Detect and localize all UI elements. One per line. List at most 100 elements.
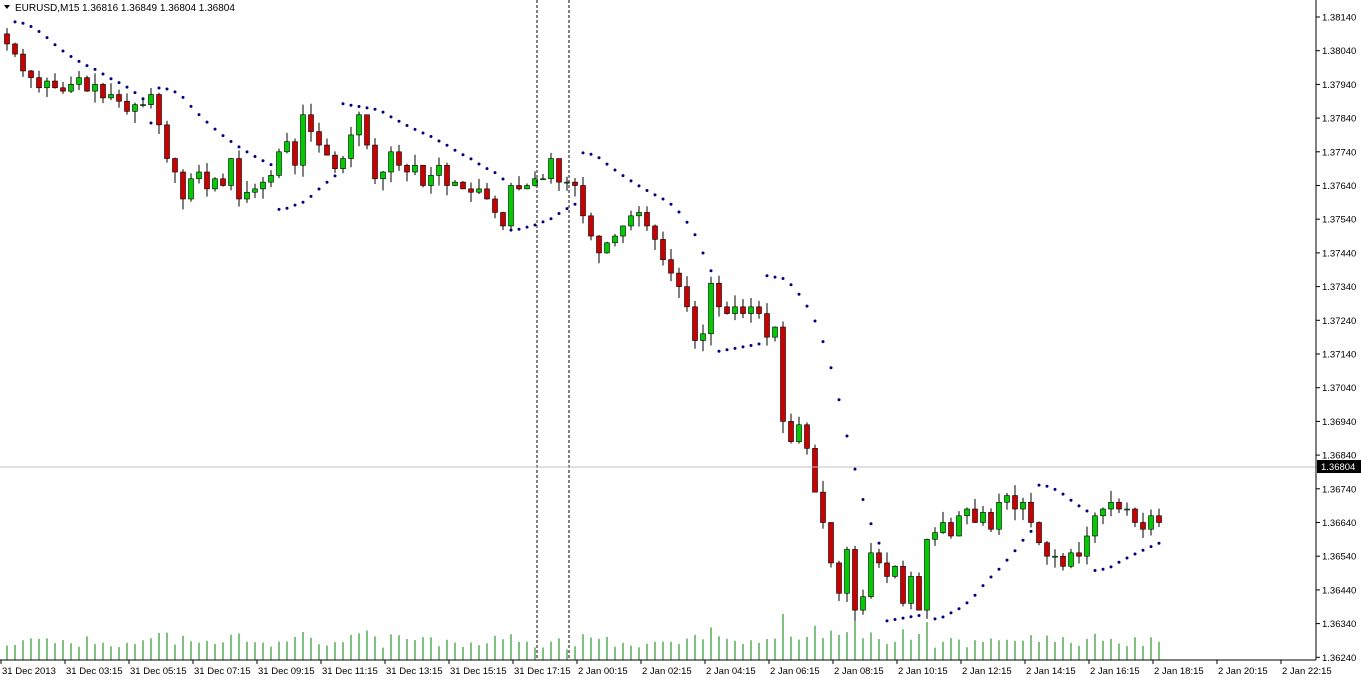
- candle[interactable]: [380, 170, 386, 191]
- candle[interactable]: [716, 275, 722, 317]
- candle[interactable]: [324, 138, 330, 156]
- collapse-triangle-icon[interactable]: [4, 5, 10, 9]
- candle[interactable]: [140, 99, 146, 108]
- candle[interactable]: [828, 522, 834, 568]
- candle[interactable]: [1108, 490, 1114, 517]
- candle[interactable]: [524, 183, 530, 190]
- candle[interactable]: [348, 126, 354, 168]
- candle[interactable]: [92, 73, 98, 103]
- candle[interactable]: [1116, 498, 1122, 513]
- candle[interactable]: [748, 297, 754, 323]
- candle[interactable]: [1044, 541, 1050, 565]
- candle[interactable]: [1036, 521, 1042, 546]
- candle[interactable]: [588, 212, 594, 241]
- candle[interactable]: [964, 507, 970, 525]
- candle[interactable]: [116, 89, 122, 108]
- candle[interactable]: [516, 176, 522, 191]
- candle[interactable]: [468, 182, 474, 203]
- candle[interactable]: [708, 276, 714, 346]
- candle[interactable]: [1068, 549, 1074, 569]
- candle[interactable]: [452, 180, 458, 186]
- candle[interactable]: [444, 162, 450, 196]
- candle[interactable]: [844, 546, 850, 602]
- candle[interactable]: [572, 178, 578, 197]
- candle[interactable]: [492, 195, 498, 219]
- candle[interactable]: [188, 173, 194, 202]
- candle[interactable]: [804, 422, 810, 455]
- candle[interactable]: [740, 299, 746, 319]
- candle[interactable]: [852, 545, 858, 621]
- candle[interactable]: [356, 111, 362, 147]
- candle[interactable]: [76, 71, 82, 91]
- candle[interactable]: [972, 498, 978, 523]
- candle[interactable]: [44, 77, 50, 97]
- candle[interactable]: [788, 413, 794, 444]
- candle[interactable]: [700, 324, 706, 352]
- candle[interactable]: [284, 132, 290, 154]
- candle[interactable]: [508, 182, 514, 230]
- candle[interactable]: [780, 321, 786, 434]
- candle[interactable]: [132, 102, 138, 123]
- candle[interactable]: [20, 48, 26, 77]
- candle[interactable]: [604, 241, 610, 254]
- candle[interactable]: [412, 154, 418, 176]
- candle[interactable]: [300, 104, 306, 177]
- candle[interactable]: [372, 138, 378, 184]
- candle[interactable]: [396, 144, 402, 171]
- candle[interactable]: [540, 174, 546, 181]
- price-axis[interactable]: 1.38140 1.38040 1.37940 1.37840 1.37740 1.376…: [1316, 13, 1356, 664]
- candle[interactable]: [244, 180, 250, 203]
- candle[interactable]: [612, 233, 618, 247]
- candle[interactable]: [60, 81, 66, 94]
- candle[interactable]: [668, 248, 674, 282]
- candle[interactable]: [252, 183, 258, 199]
- candle[interactable]: [1084, 526, 1090, 565]
- candle[interactable]: [164, 120, 170, 163]
- candle[interactable]: [12, 42, 18, 57]
- candle[interactable]: [948, 517, 954, 539]
- candle[interactable]: [764, 303, 770, 346]
- candle[interactable]: [916, 572, 922, 611]
- candle[interactable]: [1020, 497, 1026, 521]
- candle[interactable]: [900, 560, 906, 607]
- candle[interactable]: [548, 152, 554, 184]
- candle[interactable]: [340, 156, 346, 174]
- candle[interactable]: [1004, 492, 1010, 510]
- candle[interactable]: [332, 151, 338, 173]
- candle[interactable]: [772, 326, 778, 342]
- candle[interactable]: [988, 508, 994, 532]
- candle[interactable]: [636, 206, 642, 227]
- candle[interactable]: [420, 164, 426, 188]
- candle[interactable]: [980, 506, 986, 526]
- candle[interactable]: [316, 122, 322, 153]
- candle[interactable]: [1124, 502, 1130, 516]
- candle[interactable]: [28, 69, 34, 89]
- candle[interactable]: [172, 157, 178, 183]
- candle[interactable]: [940, 511, 946, 534]
- candle[interactable]: [812, 444, 818, 493]
- candle[interactable]: [596, 235, 602, 264]
- candle[interactable]: [428, 167, 434, 194]
- candle[interactable]: [364, 114, 370, 150]
- candle[interactable]: [532, 171, 538, 187]
- candle[interactable]: [68, 76, 74, 94]
- candle[interactable]: [180, 169, 186, 210]
- candle[interactable]: [404, 163, 410, 182]
- candle[interactable]: [292, 138, 298, 175]
- candle[interactable]: [876, 548, 882, 568]
- candle[interactable]: [196, 164, 202, 184]
- candle[interactable]: [908, 571, 914, 610]
- candle[interactable]: [388, 146, 394, 183]
- candle[interactable]: [996, 493, 1002, 536]
- candle[interactable]: [1100, 507, 1106, 525]
- candle[interactable]: [820, 480, 826, 529]
- candle[interactable]: [860, 589, 866, 615]
- candle[interactable]: [660, 231, 666, 266]
- candle[interactable]: [156, 92, 162, 134]
- candle[interactable]: [868, 543, 874, 599]
- candle[interactable]: [956, 511, 962, 537]
- candle[interactable]: [500, 211, 506, 231]
- candle[interactable]: [932, 527, 938, 546]
